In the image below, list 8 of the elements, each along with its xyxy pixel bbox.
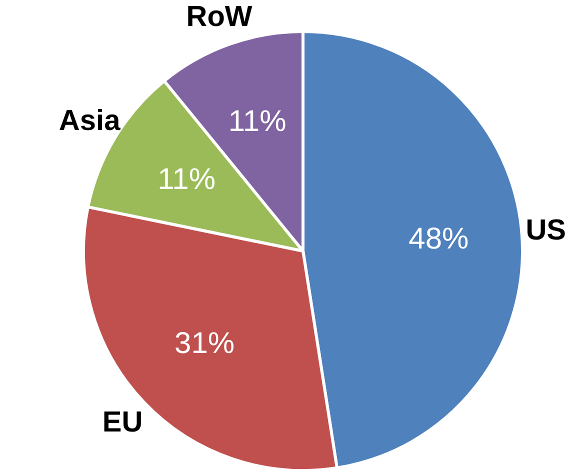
data-label: 11% [158, 162, 216, 196]
data-label: 11% [228, 105, 286, 138]
data-label: 31% [174, 327, 235, 360]
slice-label: EU [102, 406, 143, 438]
slice-label: RoW [186, 1, 253, 33]
slice-label: US [526, 214, 566, 247]
data-label: 48% [408, 222, 469, 256]
slice-label: Asia [58, 104, 122, 137]
